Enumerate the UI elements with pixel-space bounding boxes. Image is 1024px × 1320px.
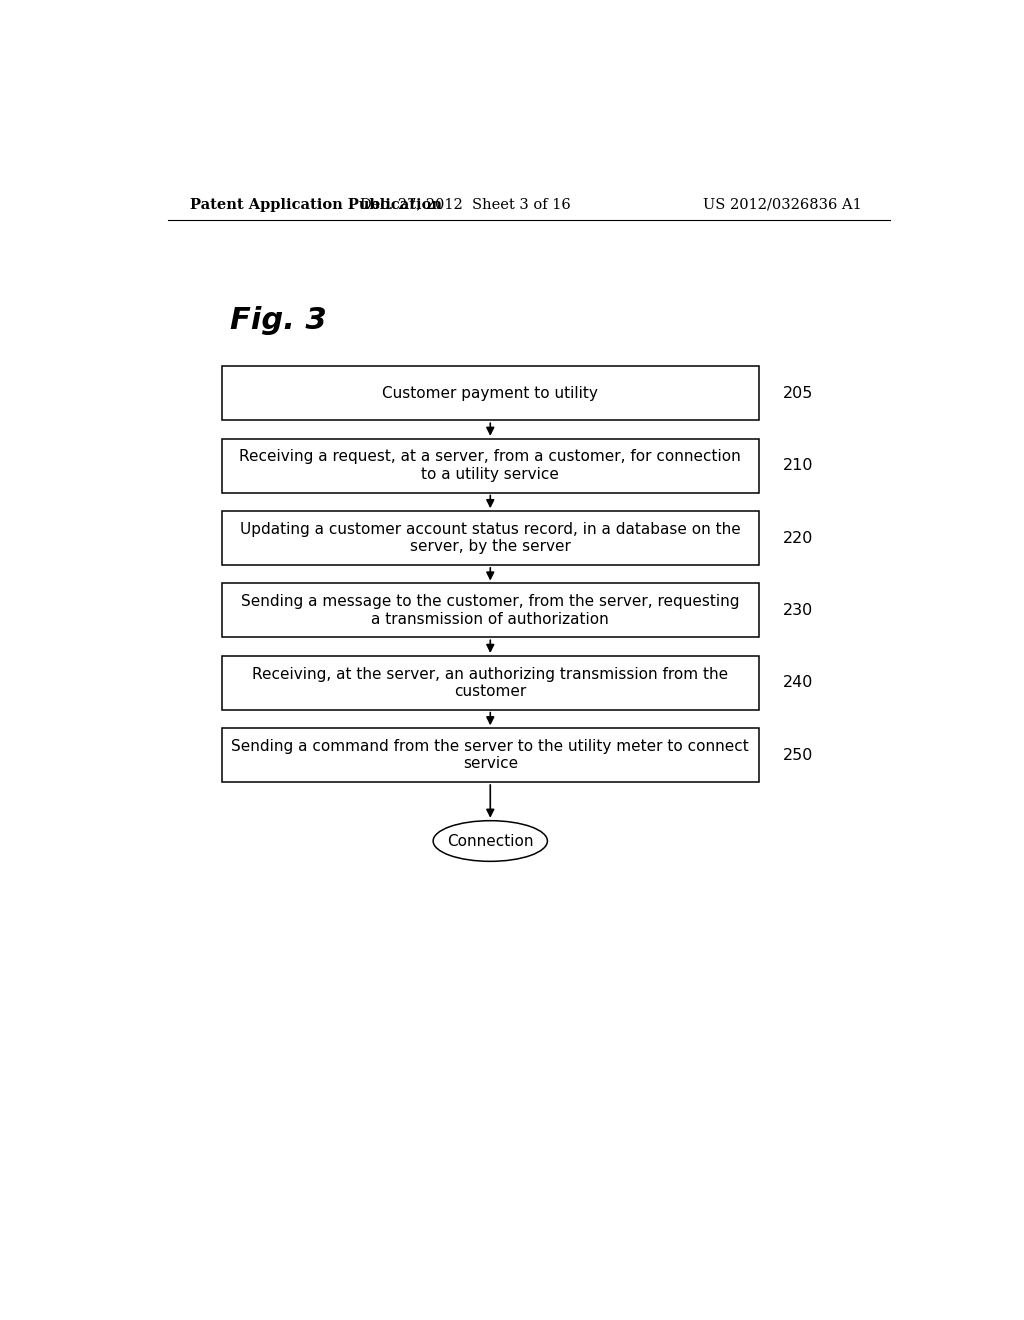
Text: Receiving a request, at a server, from a customer, for connection
to a utility s: Receiving a request, at a server, from a… <box>240 449 741 482</box>
Text: Receiving, at the server, an authorizing transmission from the
customer: Receiving, at the server, an authorizing… <box>252 667 728 700</box>
Text: 250: 250 <box>782 747 813 763</box>
Text: Customer payment to utility: Customer payment to utility <box>382 385 598 401</box>
FancyBboxPatch shape <box>221 583 759 638</box>
Text: Fig. 3: Fig. 3 <box>229 306 327 334</box>
Text: Connection: Connection <box>447 833 534 849</box>
Text: 230: 230 <box>782 603 813 618</box>
FancyBboxPatch shape <box>221 438 759 492</box>
FancyBboxPatch shape <box>221 367 759 420</box>
FancyBboxPatch shape <box>221 656 759 710</box>
Text: Updating a customer account status record, in a database on the
server, by the s: Updating a customer account status recor… <box>240 521 740 554</box>
FancyBboxPatch shape <box>221 511 759 565</box>
Text: Sending a command from the server to the utility meter to connect
service: Sending a command from the server to the… <box>231 739 750 771</box>
Text: 220: 220 <box>782 531 813 545</box>
Text: 240: 240 <box>782 676 813 690</box>
Text: Patent Application Publication: Patent Application Publication <box>189 198 442 211</box>
Text: Dec. 27, 2012  Sheet 3 of 16: Dec. 27, 2012 Sheet 3 of 16 <box>359 198 570 211</box>
Text: Sending a message to the customer, from the server, requesting
a transmission of: Sending a message to the customer, from … <box>241 594 739 627</box>
Text: 210: 210 <box>782 458 813 473</box>
Text: US 2012/0326836 A1: US 2012/0326836 A1 <box>703 198 862 211</box>
FancyBboxPatch shape <box>221 729 759 781</box>
Ellipse shape <box>433 821 548 862</box>
Text: 205: 205 <box>782 385 813 401</box>
